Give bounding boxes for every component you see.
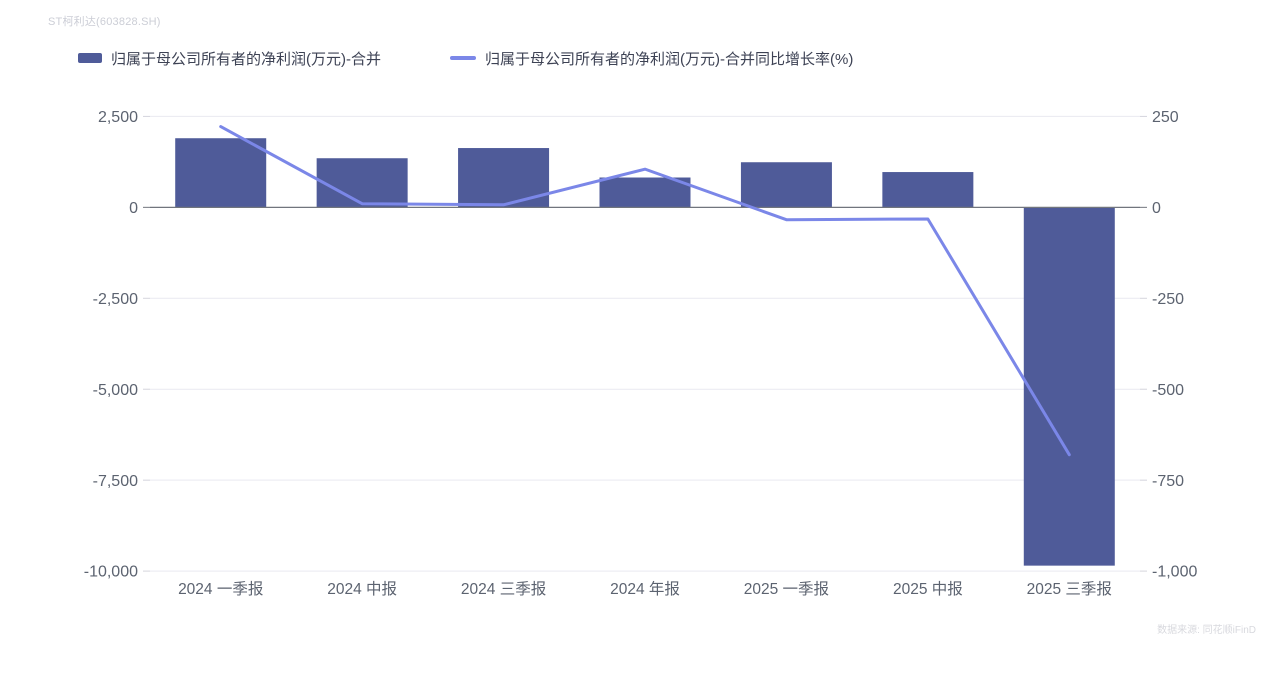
x-axis-label-2025 中报: 2025 中报 — [893, 580, 963, 598]
x-axis-label-2025 三季报: 2025 三季报 — [1027, 580, 1112, 598]
legend-item-growth-rate[interactable]: 归属于母公司所有者的净利润(万元)-合并同比增长率(%) — [450, 48, 853, 68]
right-axis-label: -250 — [1152, 291, 1184, 308]
growth-rate-line[interactable] — [219, 125, 1071, 457]
right-axis-label: 0 — [1152, 200, 1161, 217]
legend-label-growth-rate: 归属于母公司所有者的净利润(万元)-合并同比增长率(%) — [485, 50, 854, 68]
line-series-swatch-icon — [450, 56, 476, 60]
left-axis-label: -2,500 — [93, 291, 138, 308]
bar-2024 中报[interactable] — [316, 158, 408, 208]
x-axis-label-2024 一季报: 2024 一季报 — [178, 580, 263, 598]
x-axis-label-2024 中报: 2024 中报 — [327, 580, 397, 598]
legend-label-net-profit: 归属于母公司所有者的净利润(万元)-合并 — [111, 50, 381, 68]
bar-2025 一季报[interactable] — [740, 162, 832, 208]
x-axis-label-2024 年报: 2024 年报 — [610, 580, 680, 598]
right-axis-label: 250 — [1152, 109, 1179, 126]
left-axis-label: -5,000 — [93, 382, 138, 399]
x-axis-label-2024 三季报: 2024 三季报 — [461, 580, 546, 598]
bar-2025 三季报[interactable] — [1023, 207, 1115, 566]
stock-watermark: ST柯利达(603828.SH) — [48, 16, 161, 28]
right-axis-label: -1,000 — [1152, 564, 1197, 581]
legend-item-net-profit[interactable]: 归属于母公司所有者的净利润(万元)-合并 — [78, 48, 381, 68]
bar-2024 一季报[interactable] — [175, 138, 267, 208]
bar-2025 中报[interactable] — [882, 172, 974, 208]
left-axis-label: 0 — [129, 200, 138, 217]
left-axis-label: -7,500 — [93, 473, 138, 490]
bar-2024 年报[interactable] — [599, 177, 691, 208]
left-axis-label: -10,000 — [84, 564, 138, 581]
data-source-note: 数据来源: 同花顺iFinD — [1157, 625, 1256, 636]
x-axis-label-2025 一季报: 2025 一季报 — [744, 580, 829, 598]
bar-2024 三季报[interactable] — [458, 148, 550, 208]
left-axis-label: 2,500 — [98, 109, 138, 126]
bar-series-swatch-icon — [78, 53, 102, 63]
right-axis-label: -500 — [1152, 382, 1184, 399]
right-axis-label: -750 — [1152, 473, 1184, 490]
